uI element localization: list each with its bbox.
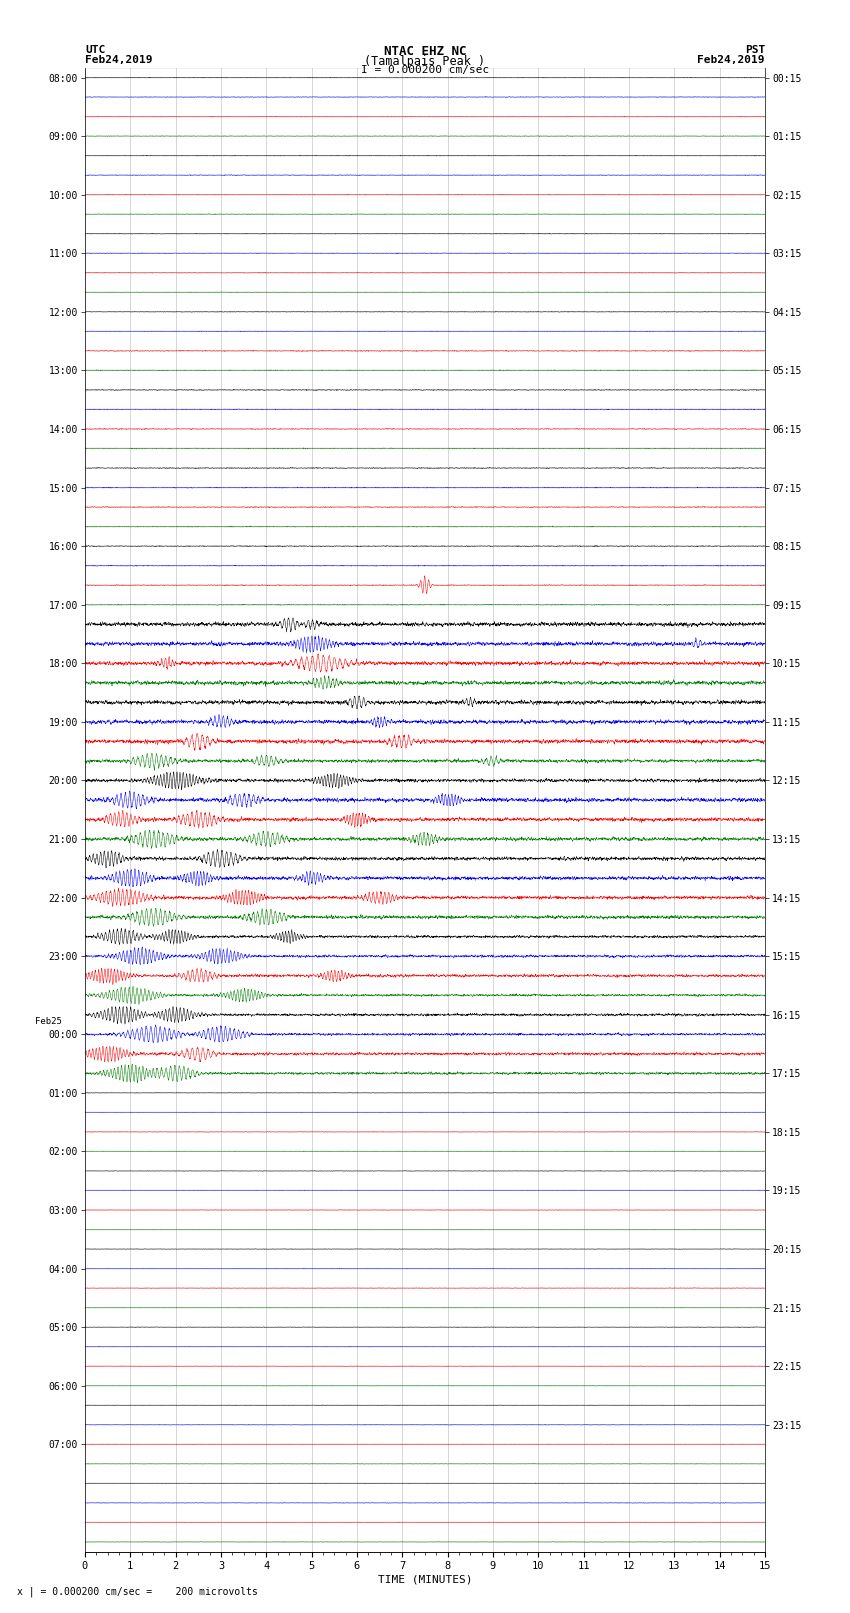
Text: UTC: UTC <box>85 45 105 55</box>
Text: PST: PST <box>745 45 765 55</box>
Text: x | = 0.000200 cm/sec =    200 microvolts: x | = 0.000200 cm/sec = 200 microvolts <box>17 1586 258 1597</box>
Text: I = 0.000200 cm/sec: I = 0.000200 cm/sec <box>361 65 489 74</box>
Text: NTAC EHZ NC: NTAC EHZ NC <box>383 45 467 58</box>
Text: (Tamalpais Peak ): (Tamalpais Peak ) <box>365 55 485 68</box>
X-axis label: TIME (MINUTES): TIME (MINUTES) <box>377 1574 473 1584</box>
Text: Feb24,2019: Feb24,2019 <box>85 55 152 65</box>
Text: Feb25: Feb25 <box>36 1016 62 1026</box>
Text: Feb24,2019: Feb24,2019 <box>698 55 765 65</box>
